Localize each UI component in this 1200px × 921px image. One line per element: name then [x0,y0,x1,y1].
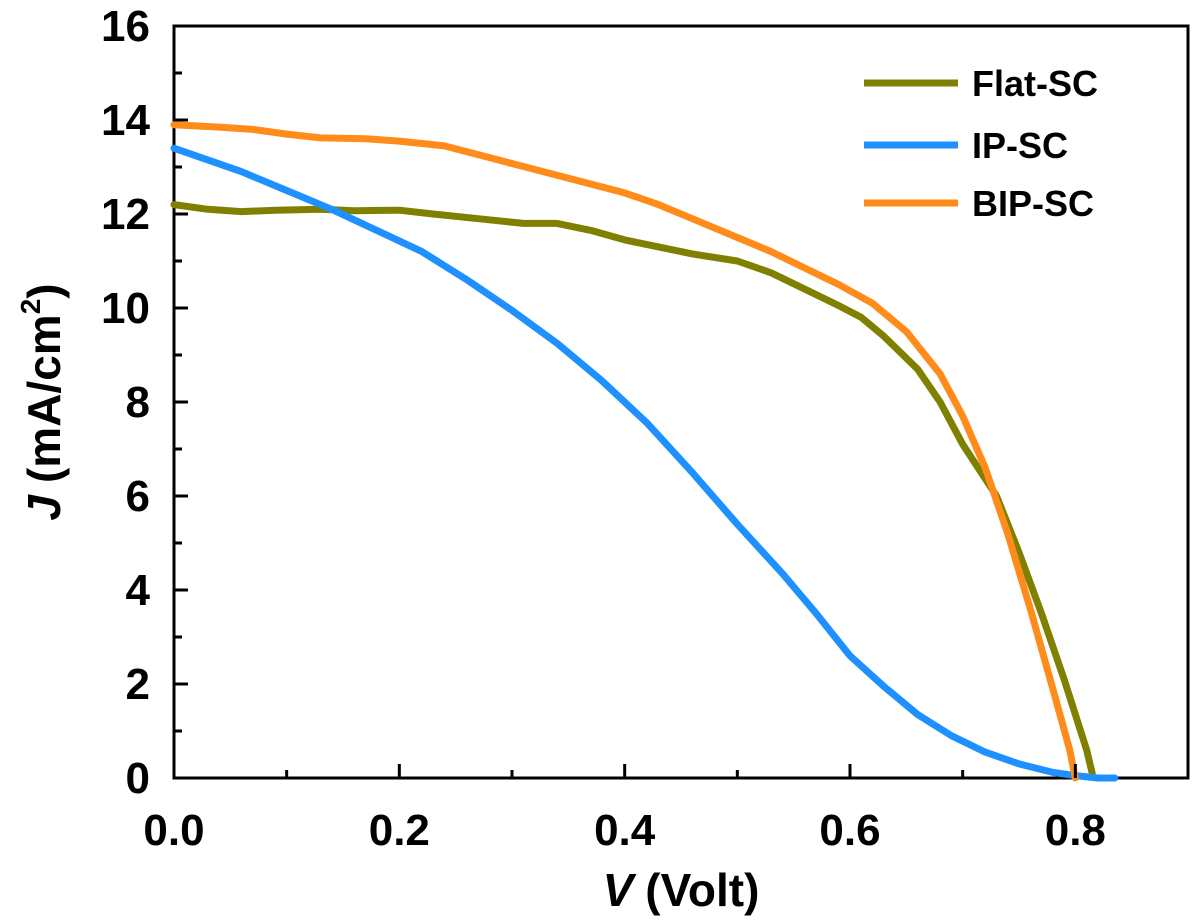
x-axis-label-unit: (Volt) [645,864,759,916]
series-line-flat-sc [170,201,1096,777]
series-line-ip-sc [170,144,1119,782]
legend-label-ip-sc: IP-SC [972,125,1068,166]
y-tick-label: 10 [101,284,150,333]
series-layer [170,121,1119,782]
x-tick-label: 0.4 [594,806,656,855]
y-tick-label: 14 [101,96,150,145]
legend: Flat-SC IP-SC BIP-SC [864,63,1098,224]
y-tick-label: 4 [126,566,151,615]
y-tick-label: 12 [101,190,150,239]
y-tick-label: 16 [101,2,150,51]
legend-label-flat-sc: Flat-SC [972,63,1098,104]
y-tick-label: 0 [126,754,150,803]
legend-label-bip-sc: BIP-SC [972,183,1094,224]
y-tick-label: 8 [126,378,150,427]
x-tick-label: 0.8 [1045,806,1106,855]
x-tick-label: 0.6 [819,806,880,855]
y-axis-label-close: ) [18,283,70,298]
y-axis-label-unit: (mA/cm [18,314,70,483]
y-tick-label: 6 [126,472,150,521]
x-axis-label-var: V [603,864,637,916]
series-line-bip-sc [170,121,1079,782]
x-tick-label: 0.2 [369,806,430,855]
x-axis-label: V (Volt) [603,864,760,916]
axis-ticks: 0.0 0.2 0.4 0.6 0.8 0 2 4 6 8 10 12 14 16 [101,2,1190,855]
y-axis-label: J (mA/cm2) [15,283,70,520]
x-tick-label: 0.0 [143,806,204,855]
y-axis-label-sup: 2 [15,299,46,315]
y-axis-label-var: J [18,494,70,521]
y-tick-label: 2 [126,660,150,709]
